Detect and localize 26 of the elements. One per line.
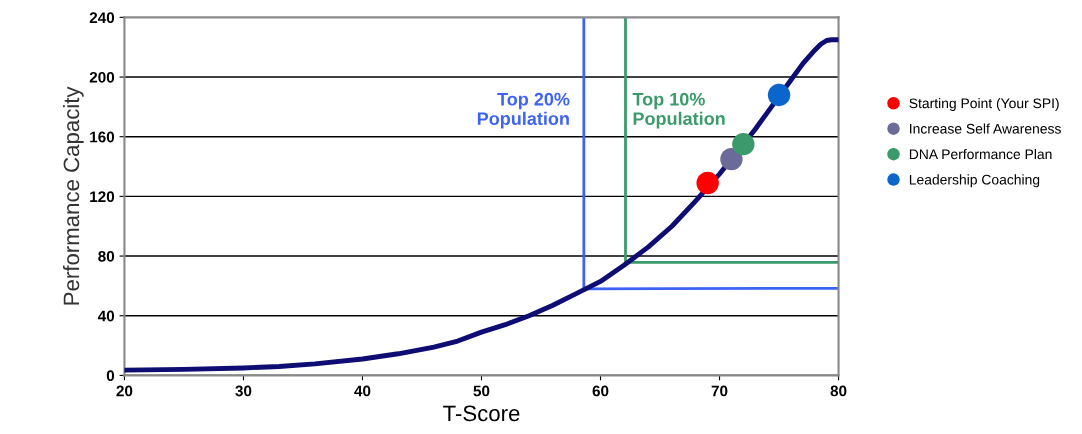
x-tick-label: 80: [830, 385, 847, 397]
x-tick-label: 60: [592, 385, 609, 397]
legend-label: Starting Point (Your SPI): [909, 98, 1059, 111]
annotation: Top 10% Population: [632, 92, 725, 129]
y-tick-label: 80: [98, 250, 115, 262]
x-axis-title: T-Score: [443, 405, 520, 422]
y-axis-title: Performance Capacity: [62, 86, 84, 305]
x-tick-label: 30: [235, 385, 252, 397]
y-tick-label: 160: [90, 131, 115, 143]
point: [720, 147, 743, 171]
annotation: Top 20% Population: [477, 92, 570, 129]
x-tick-label: 40: [354, 385, 371, 397]
y-tick-label: 240: [89, 12, 115, 24]
y-tick-label: 120: [90, 191, 115, 203]
point: [767, 83, 791, 107]
x-tick-label: 20: [116, 385, 133, 397]
x-tick-label: 50: [473, 385, 490, 397]
legend-label: Leadership Coaching: [909, 174, 1040, 188]
y-tick-label: 40: [97, 310, 115, 322]
y-tick-label: 0: [106, 370, 115, 382]
point: [696, 171, 719, 195]
legend-label: DNA Performance Plan: [909, 148, 1052, 160]
x-tick-label: 70: [711, 385, 728, 397]
y-tick-label: 200: [89, 71, 115, 83]
legend-label: Increase Self Awareness: [910, 123, 1061, 134]
point: [732, 132, 755, 156]
